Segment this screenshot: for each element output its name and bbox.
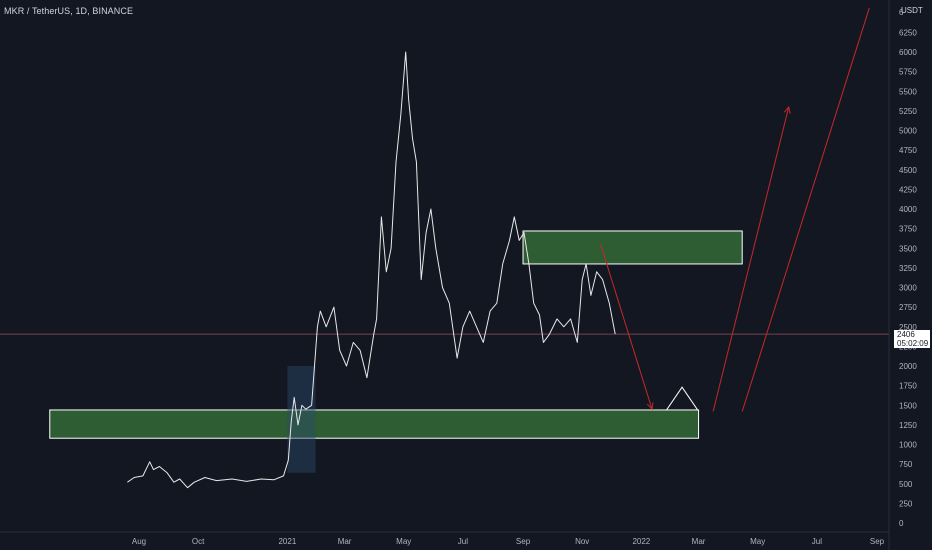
x-tick-label: Mar — [692, 537, 706, 546]
y-tick-label: 0 — [899, 519, 904, 528]
symbol-title[interactable]: MKR / TetherUS, 1D, BINANCE — [4, 6, 134, 16]
x-tick-label: Jul — [812, 537, 822, 546]
projection-arrow-head-1 — [783, 105, 791, 114]
projection-arrow-head-0 — [646, 402, 654, 411]
y-tick-label: 500 — [899, 480, 913, 489]
y-tick-label: 5000 — [899, 127, 917, 136]
x-tick-label: May — [750, 537, 765, 546]
projection-path — [666, 386, 699, 411]
x-tick-label: 2022 — [632, 537, 650, 546]
x-tick-label: Aug — [132, 537, 146, 546]
date-range-highlight — [287, 366, 316, 473]
x-tick-label: Sep — [870, 537, 885, 546]
bar-countdown: 05:02:09 — [897, 339, 929, 348]
y-tick-label: 4750 — [899, 146, 917, 155]
demand-zone-0 — [522, 230, 743, 265]
demand-zone-1 — [49, 409, 700, 439]
y-tick-label: 3500 — [899, 244, 917, 253]
x-tick-label: Jul — [458, 537, 468, 546]
y-tick-label: 1250 — [899, 421, 917, 430]
x-tick-label: Nov — [575, 537, 589, 546]
current-price-value: 2406 — [897, 330, 915, 339]
y-tick-label: 250 — [899, 499, 913, 508]
projection-arrow-1 — [712, 106, 790, 412]
y-tick-label: 3000 — [899, 284, 917, 293]
y-tick-label: 2500 — [899, 323, 917, 332]
x-tick-label: Sep — [516, 537, 531, 546]
y-tick-label: 1750 — [899, 382, 917, 391]
x-tick-label: May — [396, 537, 411, 546]
y-tick-label: 6250 — [899, 28, 917, 37]
x-tick-label: Mar — [338, 537, 352, 546]
y-tick-label: 5750 — [899, 68, 917, 77]
y-tick-label: 4250 — [899, 185, 917, 194]
y-tick-label: 3250 — [899, 264, 917, 273]
y-tick-label: 3750 — [899, 225, 917, 234]
y-tick-label: 1500 — [899, 401, 917, 410]
y-tick-label: 5500 — [899, 87, 917, 96]
y-tick-label: 6000 — [899, 48, 917, 57]
price-line-series — [127, 51, 616, 489]
y-tick-label: 1000 — [899, 441, 917, 450]
x-tick-label: Oct — [192, 537, 205, 546]
projection-trendline-0 — [741, 7, 870, 412]
x-tick-label: 2021 — [278, 537, 296, 546]
y-tick-label: 5250 — [899, 107, 917, 116]
current-price-tag: 2406 05:02:09 — [894, 330, 930, 348]
y-tick-label: 750 — [899, 460, 913, 469]
projection-arrow-0 — [600, 244, 653, 410]
y-tick-label: 4000 — [899, 205, 917, 214]
y-tick-label: 2750 — [899, 303, 917, 312]
y-tick-label: 6 — [899, 8, 904, 17]
y-tick-label: 2000 — [899, 362, 917, 371]
currency-label[interactable]: USDT — [901, 6, 923, 15]
y-tick-label: 4500 — [899, 166, 917, 175]
